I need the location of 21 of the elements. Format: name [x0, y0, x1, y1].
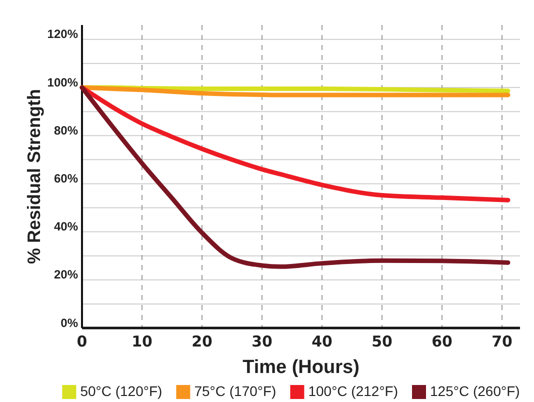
x-tick-label: 10	[132, 332, 152, 351]
y-tick-label: 80%	[54, 123, 78, 138]
x-tick-label: 30	[252, 332, 272, 351]
x-tick-label: 0	[76, 332, 88, 351]
x-tick-label: 60	[432, 332, 452, 351]
legend-label: 75°C (170°F)	[194, 383, 276, 399]
y-tick-label: 40%	[54, 220, 78, 234]
legend-label: 125°C (260°F)	[430, 383, 520, 399]
y-axis-title: % Residual Strength	[24, 88, 44, 264]
y-tick-label: 60%	[54, 172, 78, 186]
legend-label: 100°C (212°F)	[308, 383, 398, 399]
x-tick-label: 70	[492, 332, 512, 351]
y-tick-label: 120%	[47, 27, 78, 42]
x-tick-label: 40	[312, 332, 332, 351]
x-tick-label: 50	[372, 332, 392, 351]
x-axis-title: Time (Hours)	[242, 357, 360, 378]
y-tick-label: 100%	[47, 75, 78, 90]
legend-label: 50°C (120°F)	[80, 383, 162, 399]
y-tick-label: 20%	[54, 268, 78, 282]
x-tick-label: 20	[192, 332, 212, 351]
y-tick-label: 0%	[60, 316, 78, 330]
